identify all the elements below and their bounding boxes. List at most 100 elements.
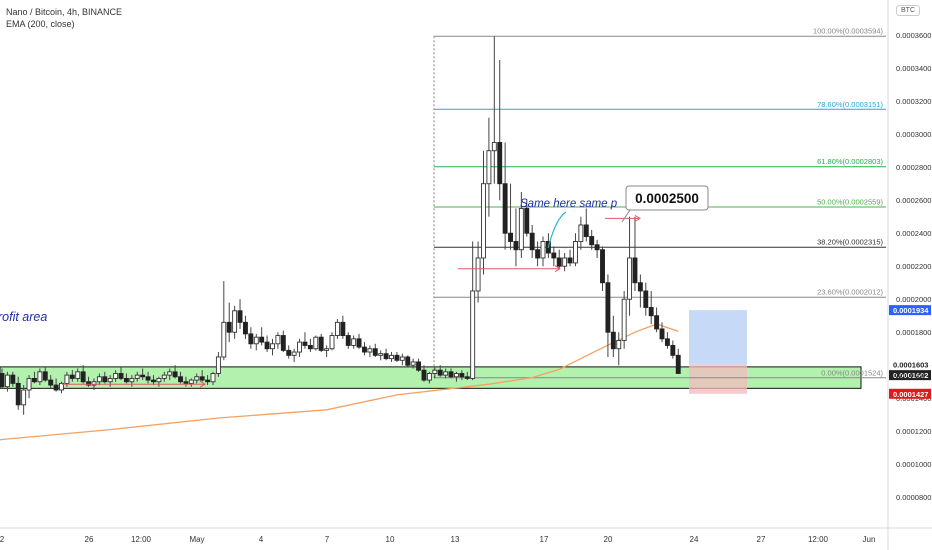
candle-down xyxy=(459,373,465,378)
time-tick-label: Jun xyxy=(863,535,876,544)
price-tag-label: 0.0001603 xyxy=(893,361,928,370)
candle-down xyxy=(248,333,254,345)
price-tick-label: 0.0002200 xyxy=(896,262,931,271)
candle-down xyxy=(383,353,389,360)
time-tick-label: 10 xyxy=(386,535,395,544)
candle-up xyxy=(481,183,486,259)
cyan-curve xyxy=(547,211,567,249)
candle-up xyxy=(96,376,102,383)
candle-down xyxy=(178,376,183,383)
currency-badge[interactable]: BTC xyxy=(896,5,920,16)
same-here-label: Same here same p xyxy=(520,198,618,210)
price-tick-label: 0.0001200 xyxy=(896,427,931,436)
candle-down xyxy=(610,331,616,350)
candle-down xyxy=(605,282,611,333)
candle-down xyxy=(151,379,156,383)
price-tag-label: 0.0001934 xyxy=(893,306,929,315)
annotations-layer: rofit area Same here same p 0.0002500 xyxy=(0,185,709,388)
time-axis[interactable]: 2 26 12:00 May 4 7 10 13 17 20 24 27 12:00 Jun xyxy=(0,527,932,544)
candle-up xyxy=(297,341,302,353)
candle-up xyxy=(210,373,216,383)
candle-down xyxy=(42,371,48,381)
candle-down xyxy=(32,377,37,383)
price-tick-label: 0.0001000 xyxy=(896,460,931,469)
price-tag-label: 0.0001602 xyxy=(893,371,928,380)
fib-level-label: 0.00%(0.0001524) xyxy=(821,368,883,377)
candle-up xyxy=(253,336,259,345)
candle-up xyxy=(518,208,524,251)
candle-up xyxy=(270,343,275,350)
candle-down xyxy=(48,379,54,386)
candle-down xyxy=(372,348,378,356)
candle-up xyxy=(470,290,476,379)
price-tick-label: 0.0000800 xyxy=(896,493,931,502)
candle-up xyxy=(334,321,340,336)
candle-up xyxy=(562,257,568,267)
candle-up xyxy=(616,340,622,350)
candle-down xyxy=(664,338,670,346)
candle-down xyxy=(405,356,411,366)
price-axis[interactable]: 0.00008000.00010000.00012000.00014000.00… xyxy=(887,0,931,550)
position-target-zone xyxy=(689,310,747,365)
fib-level-label: 61.80%(0.0002803) xyxy=(817,157,883,166)
candle-down xyxy=(259,336,265,343)
candle-down xyxy=(226,321,232,333)
candle-down xyxy=(421,369,427,381)
time-tick-label: 26 xyxy=(85,535,94,544)
time-tick-label: 12:00 xyxy=(808,535,829,544)
indicator-label: EMA (200, close) xyxy=(6,19,75,29)
candle-down xyxy=(340,321,346,336)
bar-countdown: 02:16:23 xyxy=(895,371,924,380)
candle-up xyxy=(129,377,135,383)
candle-up xyxy=(64,374,70,384)
candle-up xyxy=(156,377,162,383)
candle-down xyxy=(318,336,324,351)
fib-level-label: 50.00%(0.0002559) xyxy=(817,197,883,206)
candle-up xyxy=(351,338,357,346)
candle-down xyxy=(524,208,530,234)
candle-down xyxy=(416,361,422,371)
candle-up xyxy=(491,142,497,152)
candle-up xyxy=(573,241,578,264)
candle-down xyxy=(80,371,86,383)
candle-down xyxy=(535,249,541,259)
callout-price: 0.0002500 xyxy=(635,191,699,206)
candle-down xyxy=(632,257,638,284)
candle-up xyxy=(275,335,281,345)
candle-down xyxy=(508,232,513,242)
price-tick-label: 0.0003200 xyxy=(896,97,931,106)
candle-up xyxy=(443,371,449,376)
callout-pointer xyxy=(621,209,631,223)
candle-down xyxy=(567,257,573,264)
candle-down xyxy=(264,341,270,350)
candle-up xyxy=(4,374,10,388)
candle-up xyxy=(215,356,221,374)
time-tick-label: 27 xyxy=(757,535,766,544)
time-tick-label: 13 xyxy=(451,535,460,544)
candle-up xyxy=(329,335,335,350)
candle-down xyxy=(362,346,367,353)
fib-level-label: 100.00%(0.0003594) xyxy=(813,27,884,36)
candle-up xyxy=(37,371,43,383)
candle-down xyxy=(594,244,600,251)
candles-layer xyxy=(0,36,681,415)
candle-up xyxy=(91,381,97,386)
price-tag xyxy=(889,388,931,399)
position-stop-zone xyxy=(689,364,747,394)
candle-down xyxy=(654,315,660,330)
price-tag-label: 0.0001427 xyxy=(893,390,928,399)
candle-down xyxy=(556,257,562,267)
time-tick-label: 2 xyxy=(0,535,5,544)
candle-up xyxy=(426,373,432,381)
candle-up xyxy=(194,376,200,381)
candle-down xyxy=(600,249,605,284)
candle-down xyxy=(448,371,454,378)
candle-down xyxy=(589,236,595,246)
candle-up xyxy=(324,348,330,351)
price-tick-label: 0.0003600 xyxy=(896,31,931,40)
price-tick-label: 0.0003400 xyxy=(896,64,931,73)
candle-down xyxy=(102,376,108,383)
candle-down xyxy=(118,373,124,379)
chart-legend: Nano / Bitcoin, 4h, BINANCE EMA (200, cl… xyxy=(6,6,122,30)
